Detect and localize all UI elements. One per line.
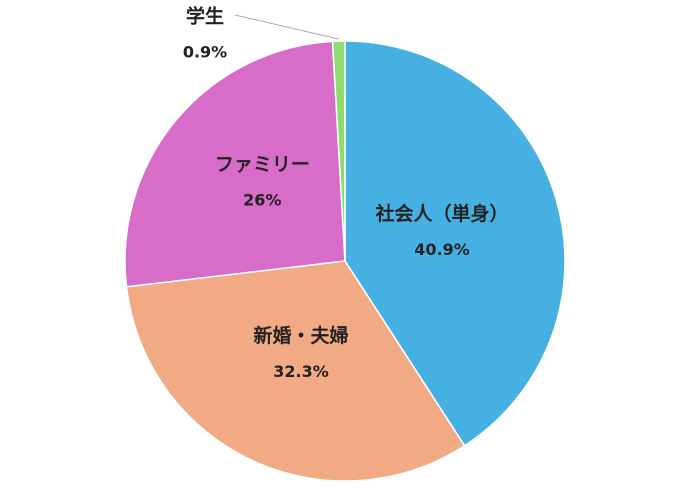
slice-label: ファミリー [215, 154, 310, 176]
value-label: 40.9% [414, 240, 470, 259]
slice-label: 新婚・夫婦 [254, 324, 349, 347]
pie-slice [344, 40, 566, 447]
value-label: 0.9% [183, 43, 227, 62]
value-label: 32.3% [273, 362, 329, 381]
slice-label: 学生 [186, 5, 224, 28]
leader-line [234, 14, 339, 40]
pie-slice [331, 40, 346, 262]
value-label: 26% [243, 191, 281, 210]
slice-label: 社会人（単身） [375, 202, 509, 225]
pie-slice [124, 40, 346, 288]
pie-slice [125, 260, 466, 482]
